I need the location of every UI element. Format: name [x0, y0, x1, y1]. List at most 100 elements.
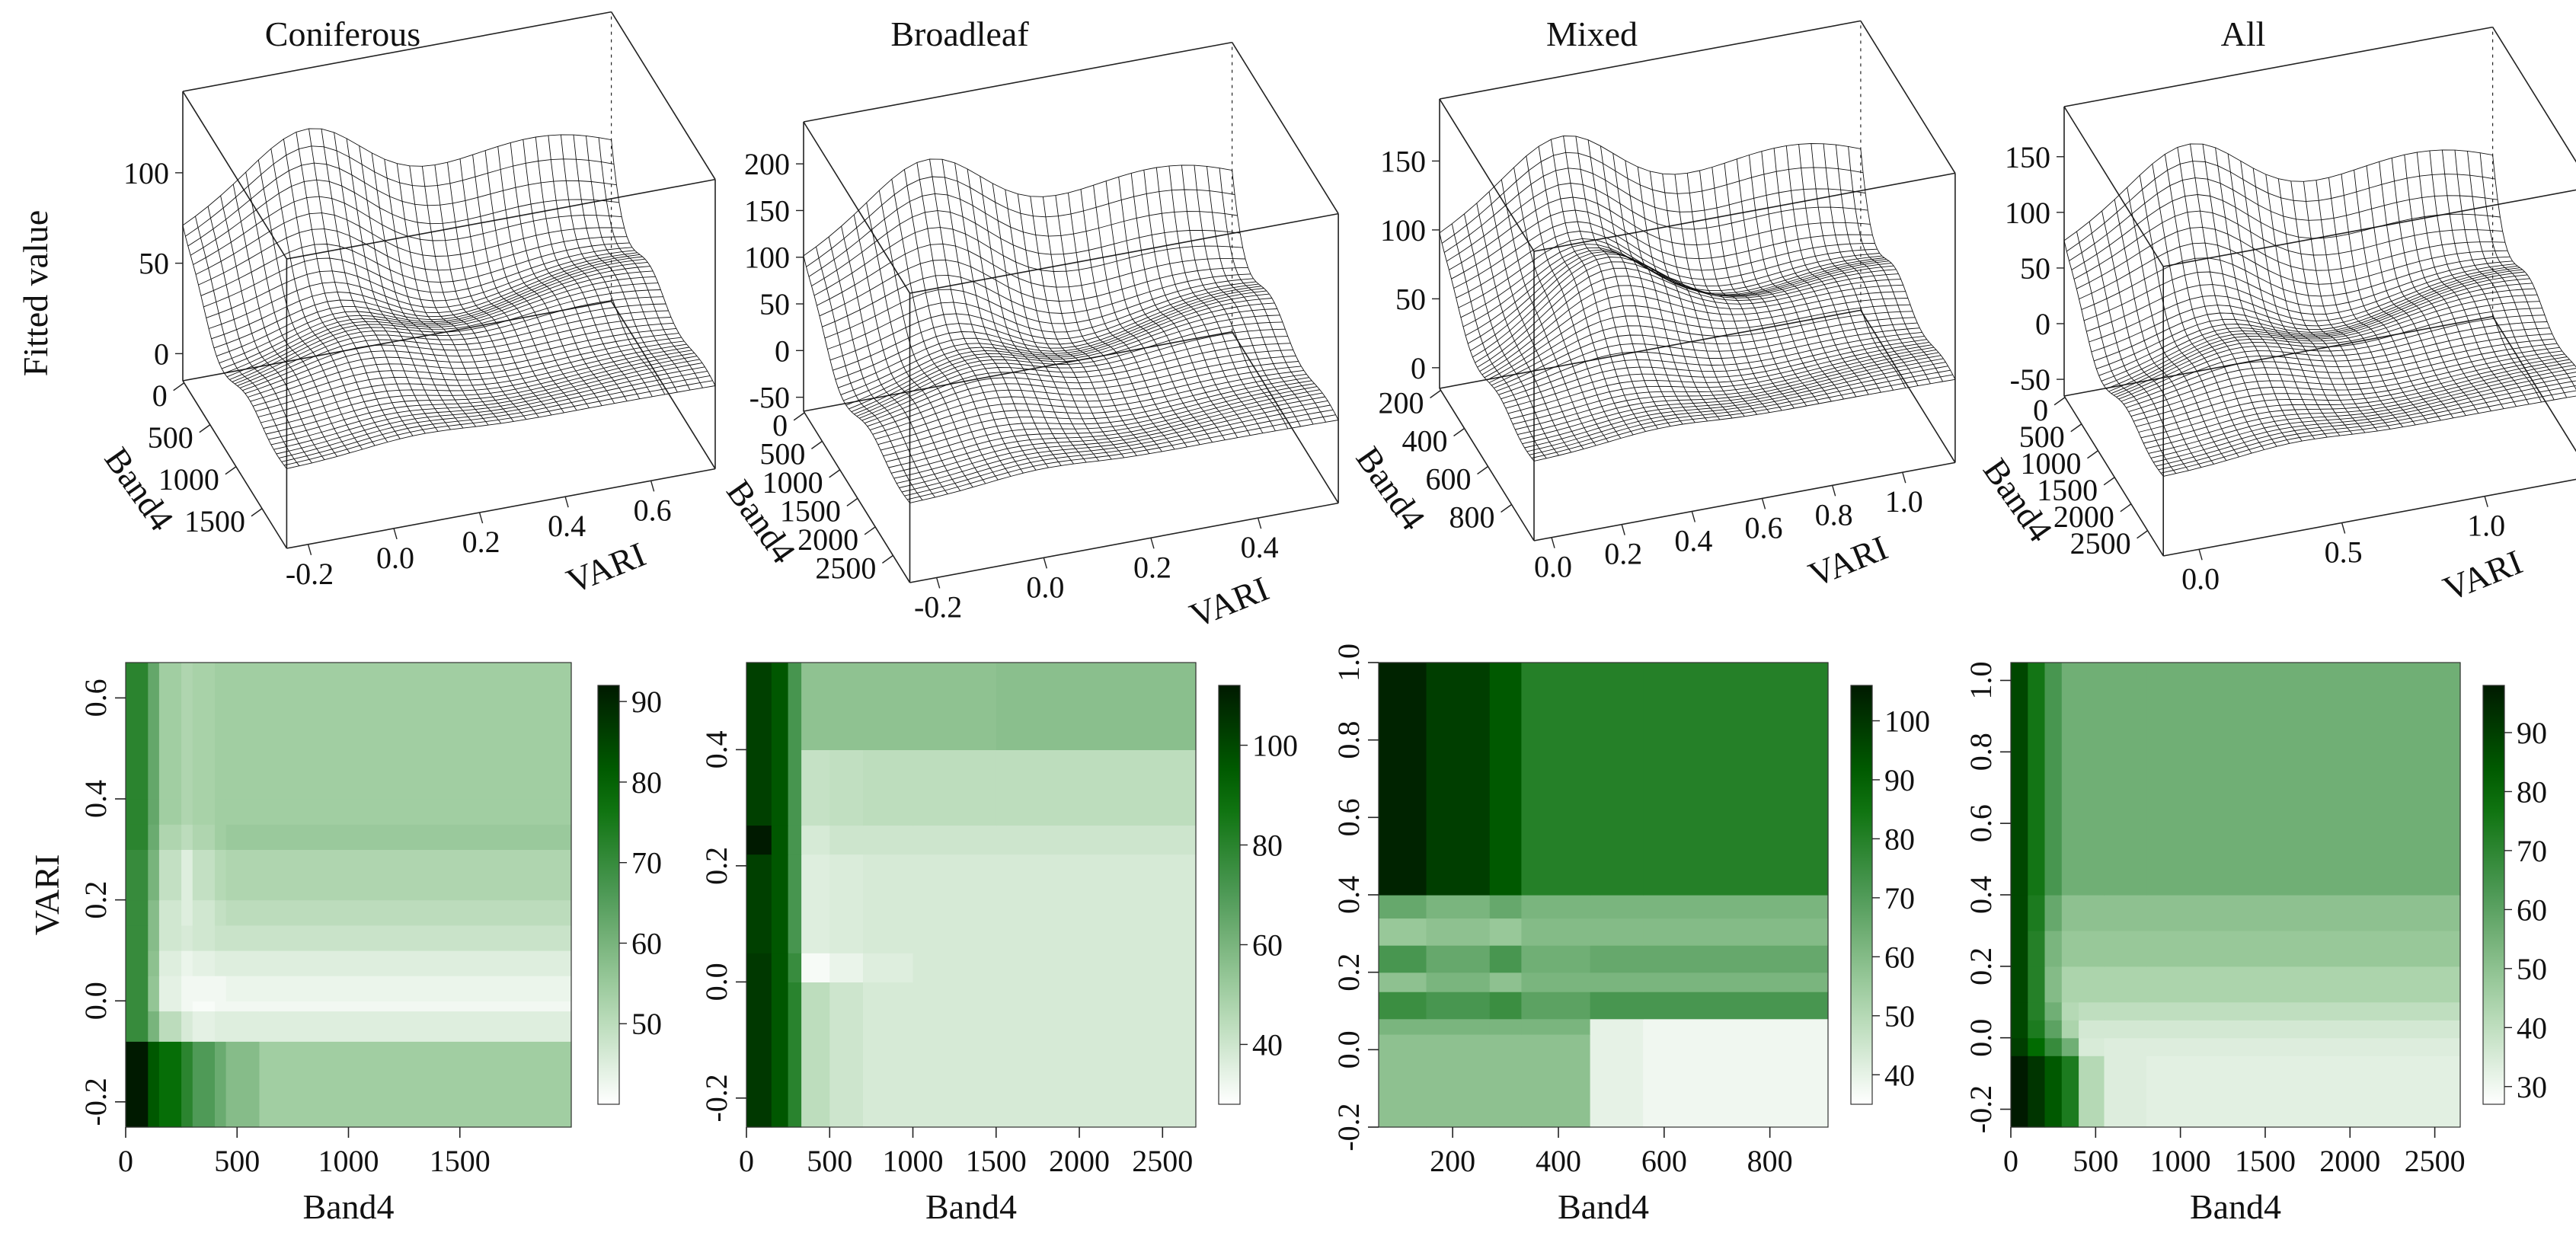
heatmap-cell: [829, 749, 864, 826]
heatmap-cell: [2011, 1037, 2028, 1056]
y-tick: [1831, 485, 1836, 497]
heatmap-cell: [863, 982, 914, 1128]
box-edge: [1439, 98, 1535, 252]
heatmap-cell: [829, 854, 864, 953]
colorbar-tick-label: 90: [2517, 716, 2547, 750]
heatmap-cell: [259, 849, 572, 901]
heatmap-cells: [1379, 663, 1829, 1128]
heatmap-cell: [829, 982, 864, 1128]
heatmap-panel: 0 500 1000 1500 -0.2 0.0 0.2 0.4 0.6 Band4 VARI 50 6…: [27, 662, 662, 1226]
heatmap-y-tick-label: 0.0: [1964, 1019, 1998, 1057]
heatmap-x-label: Band4: [302, 1187, 394, 1226]
heatmap-x-label: Band4: [925, 1187, 1017, 1226]
heatmap-cell: [2104, 1037, 2147, 1056]
x-tick-label: 1500: [780, 493, 841, 528]
heatmap-cell: [1521, 663, 1591, 896]
heatmap-cell: [2061, 895, 2079, 931]
heatmap-cell: [225, 925, 260, 951]
heatmap-y-tick-label: 0.8: [1964, 733, 1998, 771]
heatmap-cell: [996, 663, 1197, 750]
colorbar-tick-label: 60: [1884, 940, 1915, 974]
x-tick-label: 2000: [797, 522, 858, 557]
z-tick-label: 100: [123, 156, 169, 190]
heatmap-cell: [2044, 1056, 2063, 1128]
heatmap-cell: [126, 976, 149, 1001]
y-tick-label: 0.6: [634, 493, 672, 527]
surface-mesh: [182, 128, 716, 469]
heatmap-cell: [215, 799, 227, 825]
heatmap-cell: [2061, 1001, 2079, 1020]
colorbar-tick-label: 60: [631, 926, 662, 960]
heatmap-cell: [746, 663, 772, 750]
x-tick: [2053, 397, 2066, 406]
colorbar-tick-label: 30: [2517, 1070, 2547, 1104]
heatmap-cell: [158, 849, 182, 901]
panel-title: Coniferous: [265, 14, 420, 53]
y-tick: [1551, 537, 1555, 548]
y-tick-label: -0.2: [914, 589, 962, 624]
heatmap-cell: [225, 1011, 260, 1042]
heatmap-cell: [215, 1001, 227, 1012]
heatmap-cell: [771, 982, 789, 1128]
heatmap-cell: [2079, 663, 2105, 896]
y-tick-label: 0.2: [1133, 550, 1171, 584]
colorbar-tick-label: 70: [2517, 834, 2547, 868]
heatmap-cell: [1521, 945, 1591, 973]
heatmap-cell: [746, 749, 772, 826]
y-tick: [1902, 472, 1906, 484]
x-tick: [2137, 530, 2148, 539]
heatmap-cell: [158, 799, 182, 825]
y-tick: [1691, 511, 1696, 522]
heatmap-x-tick-label: 2500: [2405, 1144, 2466, 1178]
heatmap-cell: [259, 1011, 572, 1042]
heatmap-cell: [1379, 1018, 1427, 1035]
x-tick-label: 0: [152, 378, 168, 413]
heatmap-cell: [1379, 992, 1427, 1020]
heatmap-cell: [829, 953, 864, 982]
heatmap-cell: [225, 1001, 260, 1012]
heatmap-x-tick-label: 500: [807, 1144, 852, 1178]
box-edge: [1439, 309, 1862, 389]
heatmap-y-tick-label: 1.0: [1964, 661, 1998, 699]
heatmap-cell: [259, 925, 572, 951]
heatmap-cell: [1489, 663, 1522, 896]
heatmap-y-tick-label: 0.0: [78, 982, 113, 1020]
heatmap-y-tick-label: 0.6: [78, 679, 113, 717]
heatmap-y-tick-label: 0.4: [699, 730, 733, 768]
heatmap-x-tick-label: 500: [2073, 1144, 2118, 1178]
heatmap-cell: [2028, 966, 2046, 1003]
heatmap-cell: [2044, 966, 2063, 1003]
heatmap-y-tick-label: 0.2: [699, 847, 733, 885]
heatmap-y-tick-label: 0.2: [78, 881, 113, 919]
y-tick-label: 0.0: [1026, 570, 1064, 604]
heatmap-cell: [225, 976, 260, 1001]
box-edge: [803, 121, 911, 294]
colorbar: [597, 685, 620, 1105]
box-edge: [803, 410, 911, 583]
colorbar-tick-label: 80: [1884, 822, 1915, 856]
heatmap-cell: [829, 663, 864, 750]
heatmap-y-tick-label: 0.4: [1964, 876, 1998, 914]
y-tick-label: 0.2: [462, 525, 500, 559]
heatmap-cell: [126, 1011, 149, 1042]
heatmap-x-tick-label: 0: [739, 1144, 754, 1178]
colorbar: [1850, 685, 1873, 1105]
colorbar-tick-label: 60: [1252, 928, 1283, 962]
heatmap-cell: [148, 925, 160, 951]
heatmap-cell: [1521, 895, 1591, 919]
heatmap-x-tick-label: 400: [1536, 1144, 1581, 1178]
heatmap-cell: [215, 925, 227, 951]
heatmap-cell: [259, 663, 572, 800]
x-tick-label: 600: [1426, 462, 1472, 497]
heatmap-cell: [746, 854, 772, 953]
heatmap-cell: [1521, 972, 1591, 992]
heatmap-cell: [2028, 663, 2046, 896]
heatmap-cell: [1521, 1018, 1591, 1035]
heatmap-cell: [2146, 1056, 2461, 1128]
heatmap-y-tick-label: -0.2: [1964, 1085, 1998, 1133]
heatmap-cell: [181, 976, 193, 1001]
heatmap-y-tick-label: 0.4: [1331, 876, 1366, 914]
heatmap-cell: [2044, 663, 2063, 896]
heatmap-cell: [192, 950, 216, 976]
